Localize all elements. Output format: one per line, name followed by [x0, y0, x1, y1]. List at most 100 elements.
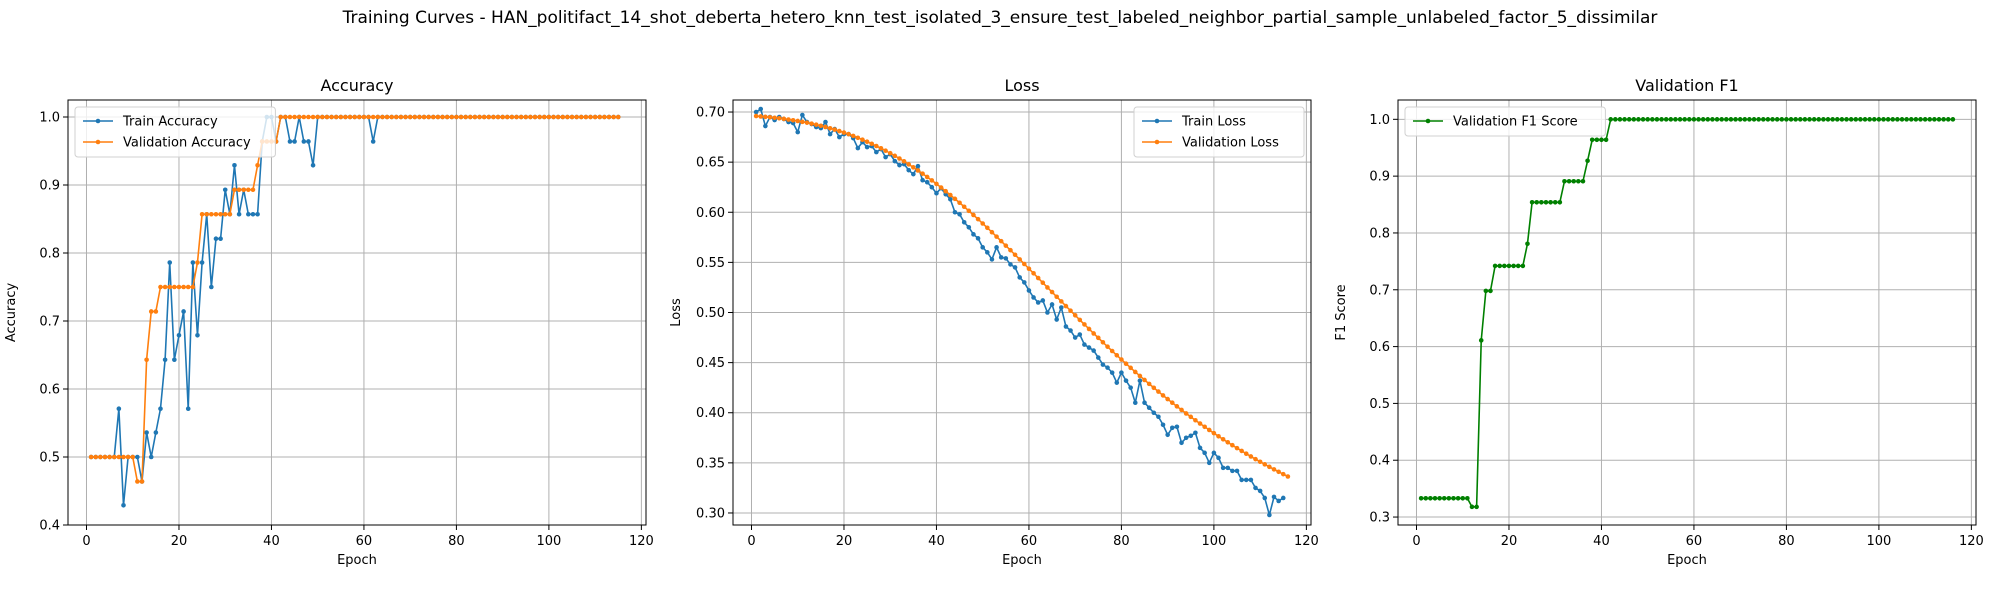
data-point [218, 211, 223, 217]
data-point [463, 114, 468, 120]
data-point [1146, 381, 1152, 387]
data-point [1216, 433, 1221, 439]
data-point [107, 454, 112, 460]
data-point [1700, 117, 1706, 122]
legend-label: Validation F1 Score [1453, 115, 1578, 130]
data-point [860, 137, 865, 142]
data-point [883, 148, 888, 154]
data-point [338, 114, 344, 120]
data-point [846, 131, 851, 137]
data-point [111, 454, 117, 460]
data-point [1045, 310, 1050, 315]
data-point [934, 190, 939, 196]
data-point [1756, 117, 1761, 122]
data-point [1169, 400, 1175, 406]
data-point [855, 135, 861, 141]
data-point [1072, 313, 1078, 318]
data-point [823, 124, 828, 130]
data-point [763, 114, 768, 120]
data-point [491, 114, 496, 120]
data-point [1193, 430, 1198, 436]
data-point [357, 114, 362, 120]
x-tick-label: 100 [1866, 534, 1891, 549]
x-tick-label: 80 [1778, 534, 1795, 549]
data-point [1049, 302, 1055, 307]
data-point [213, 236, 219, 242]
data-point [1858, 117, 1863, 122]
data-point [1816, 117, 1822, 122]
data-point [1119, 357, 1124, 362]
data-point [1576, 178, 1581, 184]
data-point [1460, 496, 1466, 501]
data-point [199, 260, 205, 265]
x-tick-label: 20 [171, 534, 188, 549]
data-point [209, 284, 214, 290]
data-point [938, 185, 944, 190]
data-point [1478, 338, 1484, 343]
data-point [148, 309, 154, 314]
data-point [509, 114, 515, 120]
data-point [1012, 252, 1018, 258]
data-point [199, 211, 205, 217]
data-point [1253, 485, 1258, 491]
data-point [592, 114, 598, 120]
data-point [1003, 243, 1009, 248]
data-point [162, 357, 168, 363]
data-point [1137, 378, 1143, 383]
data-point [375, 114, 381, 120]
data-point [301, 139, 307, 144]
x-tick-label: 60 [356, 534, 373, 549]
data-point [1156, 389, 1161, 394]
data-point [994, 234, 999, 239]
data-point [121, 502, 126, 508]
series-line [91, 116, 619, 483]
data-point [1483, 288, 1489, 294]
data-point [1548, 199, 1553, 205]
x-tick-label: 40 [928, 534, 945, 549]
data-point [1257, 488, 1263, 494]
data-point [1220, 465, 1226, 471]
data-point [1451, 496, 1456, 501]
data-point [1515, 263, 1521, 269]
data-point [333, 114, 339, 120]
data-point [209, 211, 214, 217]
data-point [1271, 467, 1277, 472]
data-point [1705, 117, 1711, 122]
data-point [241, 187, 247, 193]
data-point [1243, 451, 1249, 457]
data-point [1761, 117, 1766, 122]
data-point [855, 145, 861, 151]
legend-box [1404, 106, 1606, 137]
data-point [948, 196, 953, 202]
x-axis-label: Epoch [1002, 553, 1042, 568]
data-point [370, 114, 376, 120]
data-point [809, 121, 814, 126]
data-point [167, 260, 173, 265]
data-point [287, 114, 293, 120]
data-point [597, 114, 603, 120]
data-point [569, 114, 575, 120]
data-point [135, 479, 140, 484]
data-point [116, 454, 122, 460]
data-point [1654, 117, 1660, 122]
y-axis-label: Accuracy [4, 283, 19, 343]
data-point [1239, 448, 1244, 454]
series-line [756, 115, 1289, 478]
data-point [772, 115, 777, 121]
data-point [1539, 199, 1544, 205]
data-point [1248, 454, 1254, 459]
data-point [1285, 474, 1291, 479]
data-point [88, 454, 94, 460]
data-point [1271, 494, 1277, 500]
axes-frame [1397, 99, 1977, 526]
data-point [1202, 450, 1207, 456]
data-point [232, 162, 237, 168]
x-tick-label: 80 [1113, 534, 1130, 549]
data-point [1520, 263, 1526, 269]
data-point [1687, 117, 1692, 122]
data-point [758, 106, 764, 112]
data-point [602, 114, 607, 120]
x-tick-label: 20 [836, 534, 853, 549]
data-point [236, 211, 242, 217]
data-point [246, 187, 251, 193]
